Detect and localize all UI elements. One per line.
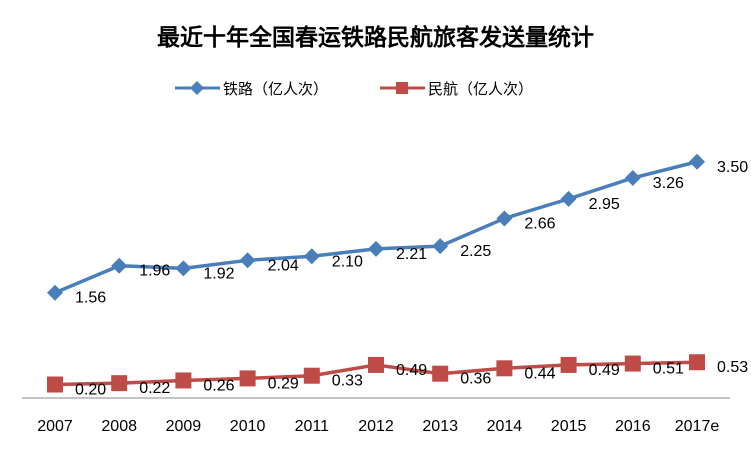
data-label: 1.96 [139, 263, 170, 280]
data-point-diamond [496, 210, 513, 227]
data-point-diamond [624, 169, 641, 186]
data-label: 0.26 [203, 377, 234, 394]
data-label: 0.49 [396, 362, 427, 379]
data-point-diamond [432, 238, 449, 255]
x-tick-label: 2014 [487, 418, 523, 435]
data-label: 0.33 [332, 373, 363, 390]
data-point-square [175, 372, 192, 389]
data-point-square [303, 367, 320, 384]
data-label: 0.53 [717, 359, 748, 376]
x-tick-label: 2013 [422, 418, 458, 435]
x-tick-label: 2012 [358, 418, 394, 435]
data-point-diamond [47, 284, 63, 301]
x-tick-label: 2010 [230, 418, 266, 435]
legend-label: 铁路（亿人次） [223, 80, 328, 98]
legend-diamond-marker [190, 81, 204, 95]
data-point-square [496, 360, 513, 377]
data-point-diamond [368, 240, 384, 257]
data-point-square [432, 365, 449, 382]
data-point-diamond [175, 260, 192, 277]
data-label: 2.21 [396, 246, 427, 263]
x-tick-label: 2016 [615, 418, 651, 435]
data-point-diamond [239, 252, 256, 269]
x-tick-label: 2008 [101, 418, 137, 435]
data-point-diamond [111, 257, 128, 274]
chart-title: 最近十年全国春运铁路民航旅客发送量统计 [157, 24, 594, 51]
data-label: 3.26 [653, 175, 684, 192]
data-point-square [368, 356, 384, 373]
data-point-diamond [689, 153, 705, 170]
data-point-square [47, 376, 63, 393]
legend-label: 民航（亿人次） [428, 80, 533, 98]
data-label: 3.50 [717, 159, 748, 176]
data-label: 0.22 [139, 380, 170, 397]
data-label: 0.36 [460, 371, 491, 388]
data-label: 0.20 [75, 382, 106, 399]
x-tick-label: 2007 [37, 418, 73, 435]
data-point-square [560, 356, 577, 373]
data-label: 2.04 [268, 257, 299, 274]
x-tick-label: 2011 [295, 418, 330, 435]
legend-square-marker [396, 82, 408, 94]
data-point-diamond [560, 190, 577, 207]
data-label: 0.29 [268, 375, 299, 392]
data-label: 0.49 [589, 362, 620, 379]
data-label: 2.95 [589, 196, 620, 213]
data-label: 2.10 [332, 253, 363, 270]
x-tick-label: 2009 [166, 418, 202, 435]
data-label: 2.25 [460, 243, 491, 260]
data-label: 0.44 [524, 365, 555, 382]
data-point-square [239, 370, 256, 387]
x-tick-label: 2015 [551, 418, 587, 435]
data-point-square [111, 375, 128, 392]
x-tick-label: 2017e [675, 418, 720, 435]
data-label: 0.51 [653, 361, 684, 378]
data-point-square [689, 354, 705, 371]
data-label: 1.56 [75, 290, 106, 307]
data-point-square [624, 355, 641, 372]
data-point-diamond [303, 248, 320, 265]
data-label: 1.92 [203, 265, 234, 282]
data-label: 2.66 [524, 215, 555, 232]
